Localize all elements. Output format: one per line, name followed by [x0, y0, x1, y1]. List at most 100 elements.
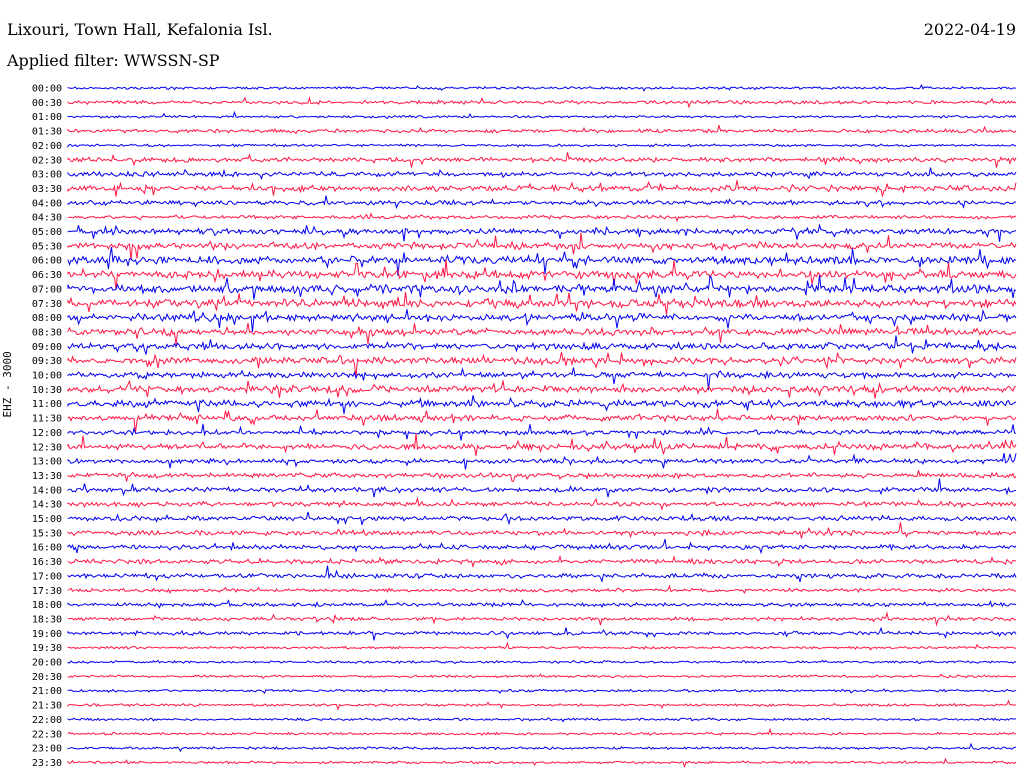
trace-line — [67, 598, 1017, 609]
time-tick-label: 01:00 — [32, 112, 62, 123]
time-tick-label: 05:30 — [32, 241, 62, 252]
filter-label: Applied filter: WWSSN-SP — [7, 51, 220, 70]
trace-line — [67, 626, 1017, 641]
time-tick-label: 17:30 — [32, 586, 62, 597]
time-tick-label: 18:30 — [32, 614, 62, 625]
time-tick-label: 23:30 — [32, 758, 62, 769]
trace-line — [67, 143, 1017, 149]
trace-line — [67, 223, 1017, 242]
trace-line — [67, 351, 1017, 378]
time-tick-label: 05:00 — [32, 227, 62, 238]
trace-line — [67, 322, 1017, 345]
trace-line — [67, 408, 1017, 433]
trace-line — [67, 395, 1017, 414]
trace-line — [67, 180, 1017, 198]
trace-line — [67, 717, 1016, 723]
trace-line — [67, 423, 1017, 441]
trace-line — [67, 195, 1017, 210]
time-tick-label: 01:30 — [32, 127, 62, 138]
time-tick-label: 13:00 — [32, 457, 62, 468]
trace-line — [67, 292, 1017, 315]
trace-line — [67, 152, 1017, 168]
time-tick-label: 13:30 — [32, 471, 62, 482]
time-tick-label: 00:00 — [32, 84, 62, 95]
time-tick-label: 14:30 — [32, 500, 62, 511]
trace-line — [67, 167, 1017, 180]
trace-line — [67, 673, 1017, 680]
time-tick-label: 22:30 — [32, 729, 62, 740]
trace-line — [67, 433, 1017, 456]
trace-line — [67, 611, 1017, 627]
trace-line — [67, 641, 1017, 651]
trace-line — [67, 212, 1017, 223]
trace-line — [67, 727, 1017, 736]
trace-line — [67, 584, 1017, 595]
trace-line — [67, 659, 1017, 665]
trace-line — [67, 757, 1017, 769]
trace-line — [67, 496, 1017, 511]
time-tick-label: 23:00 — [32, 744, 62, 755]
time-tick-label: 06:00 — [32, 256, 62, 267]
time-tick-label: 15:30 — [32, 528, 62, 539]
time-tick-label: 18:00 — [32, 600, 62, 611]
time-tick-label: 02:30 — [32, 155, 62, 166]
time-tick-label: 06:30 — [32, 270, 62, 281]
trace-line — [67, 699, 1017, 711]
time-tick-label: 16:30 — [32, 557, 62, 568]
time-tick-label: 12:30 — [32, 442, 62, 453]
time-tick-label: 17:00 — [32, 571, 62, 582]
time-tick-label: 21:30 — [32, 701, 62, 712]
trace-line — [67, 538, 1017, 555]
time-tick-label: 09:30 — [32, 356, 62, 367]
time-tick-label: 14:00 — [32, 485, 62, 496]
station-title: Lixouri, Town Hall, Kefalonia Isl. — [7, 20, 273, 39]
time-tick-label: 00:30 — [32, 98, 62, 109]
trace-line — [67, 247, 1017, 276]
time-tick-label: 11:30 — [32, 414, 62, 425]
time-tick-label: 08:30 — [32, 327, 62, 338]
trace-line — [67, 379, 1017, 399]
time-tick-label: 10:30 — [32, 385, 62, 396]
trace-line — [67, 335, 1017, 355]
trace-line — [67, 367, 1017, 391]
time-tick-label: 20:30 — [32, 672, 62, 683]
time-tick-label: 11:00 — [32, 399, 62, 410]
time-tick-label: 04:00 — [32, 198, 62, 209]
record-date: 2022-04-19 — [923, 20, 1016, 39]
time-tick-label: 03:30 — [32, 184, 62, 195]
trace-line — [67, 511, 1017, 526]
trace-line — [67, 565, 1017, 583]
time-tick-label: 02:00 — [32, 141, 62, 152]
time-tick-label: 08:00 — [32, 313, 62, 324]
time-tick-label: 04:30 — [32, 213, 62, 224]
time-tick-label: 21:00 — [32, 686, 62, 697]
time-tick-label: 03:00 — [32, 170, 62, 181]
trace-line — [67, 478, 1017, 498]
trace-line — [67, 83, 1017, 92]
time-tick-label: 22:00 — [32, 715, 62, 726]
time-tick-label: 12:00 — [32, 428, 62, 439]
trace-line — [67, 453, 1017, 470]
time-tick-label: 07:00 — [32, 284, 62, 295]
trace-line — [67, 259, 1017, 290]
trace-line — [67, 232, 1017, 260]
trace-line — [67, 522, 1017, 539]
time-tick-label: 19:00 — [32, 629, 62, 640]
seismic-traces — [67, 83, 1017, 769]
trace-line — [67, 308, 1017, 332]
time-tick-label: 16:00 — [32, 543, 62, 554]
trace-line — [67, 110, 1017, 120]
time-tick-label: 07:30 — [32, 299, 62, 310]
trace-line — [67, 742, 1017, 753]
trace-line — [67, 470, 1017, 482]
time-tick-label: 15:00 — [32, 514, 62, 525]
time-tick-label: 20:00 — [32, 658, 62, 669]
trace-line — [67, 688, 1017, 694]
trace-line — [67, 96, 1017, 109]
time-tick-label: 09:00 — [32, 342, 62, 353]
trace-line — [67, 274, 1017, 300]
time-axis-labels: 00:00 00:30 01:00 01:30 02:00 02:30 03:00 03:30… — [32, 84, 62, 769]
time-tick-label: 19:30 — [32, 643, 62, 654]
trace-line — [67, 124, 1017, 135]
